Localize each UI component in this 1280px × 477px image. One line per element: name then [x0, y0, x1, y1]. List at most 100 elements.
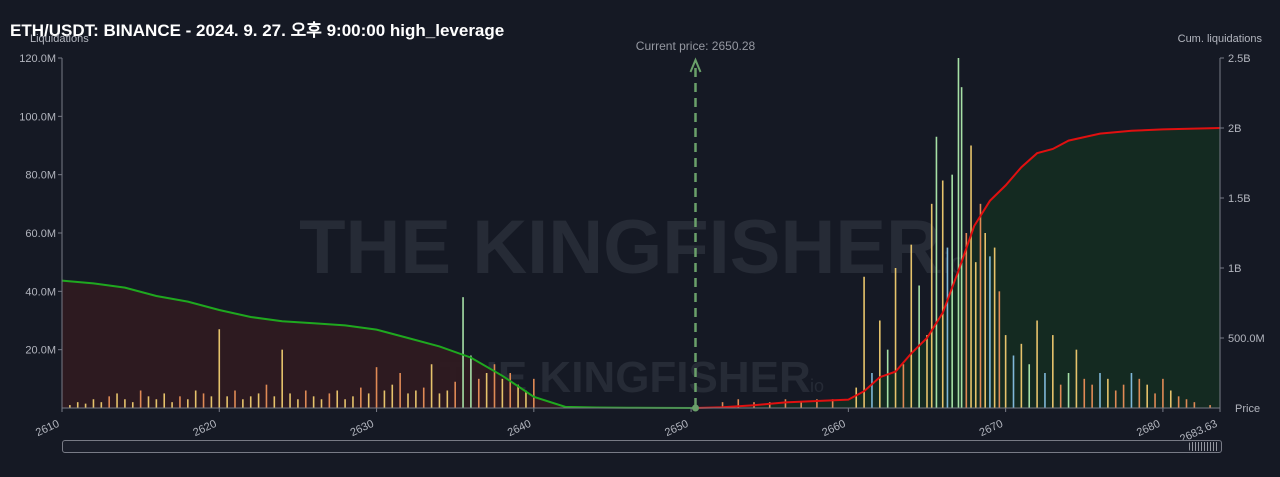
- liquidation-bar: [171, 402, 173, 408]
- liquidation-bar: [951, 174, 953, 408]
- liquidation-bar: [926, 335, 928, 408]
- liquidation-bar: [131, 402, 134, 408]
- liquidation-bar: [234, 390, 236, 408]
- liquidation-bar: [415, 390, 417, 408]
- x-tick-label: 2640: [506, 418, 533, 439]
- liquidation-bar: [970, 145, 972, 408]
- liquidation-bar: [1146, 384, 1148, 408]
- liquidation-bar: [1020, 343, 1023, 408]
- y-tick-label: 100.0M: [19, 111, 56, 123]
- liquidation-bar: [108, 396, 110, 408]
- liquidation-bar: [1052, 335, 1054, 408]
- liquidation-bar: [974, 262, 977, 408]
- y2-tick-label: 1.5B: [1228, 193, 1251, 205]
- liquidation-bar: [462, 297, 464, 408]
- liquidation-bar: [1036, 320, 1038, 408]
- liquidation-bar: [446, 390, 449, 408]
- x-tick-label: 2610: [34, 418, 61, 439]
- liquidation-bar: [163, 393, 166, 408]
- liquidation-bar: [485, 373, 488, 408]
- liquidation-bar: [517, 384, 519, 408]
- liquidation-bar: [312, 396, 315, 408]
- short-area: [62, 280, 696, 408]
- liquidation-bar: [930, 203, 933, 408]
- y-axis-title: Liquidations: [30, 33, 89, 45]
- liquidation-bar: [352, 396, 354, 408]
- liquidation-bar: [477, 378, 480, 408]
- y2-tick-label: 2B: [1228, 123, 1241, 135]
- liquidation-bar: [989, 256, 991, 408]
- liquidation-bar: [179, 396, 181, 408]
- liquidation-bar: [1012, 355, 1015, 408]
- liquidation-bar: [76, 402, 79, 408]
- liquidation-bar: [116, 393, 118, 408]
- cumulative-areas: [62, 128, 1220, 408]
- liquidation-bar: [1114, 390, 1117, 408]
- liquidation-bar: [430, 364, 433, 408]
- liquidation-bar: [1193, 402, 1196, 408]
- liquidation-bar: [226, 396, 228, 408]
- liquidation-bar: [879, 320, 881, 408]
- liquidation-bar: [784, 399, 787, 408]
- liquidation-bar: [367, 393, 370, 408]
- liquidation-bar: [383, 390, 386, 408]
- y-tick-label: 40.0M: [25, 286, 56, 298]
- liquidation-bar: [737, 399, 740, 408]
- liquidation-bar: [100, 402, 103, 408]
- current-price-dot: [691, 404, 699, 412]
- liquidation-bar: [360, 387, 362, 408]
- liquidation-bar: [210, 396, 213, 408]
- long-area: [695, 128, 1220, 408]
- liquidation-bar: [863, 276, 865, 408]
- x-tick-label: 2620: [191, 418, 218, 439]
- x-axis-title: Price: [1235, 403, 1260, 415]
- liquidation-bar: [935, 136, 938, 408]
- liquidation-bar: [1209, 405, 1211, 408]
- liquidation-bars: [69, 58, 1211, 409]
- watermark-text: THE KINGFISHER: [299, 205, 941, 290]
- liquidation-bar: [336, 390, 339, 408]
- liquidation-bar: [946, 247, 949, 408]
- liquidation-bar: [1122, 384, 1125, 408]
- y-tick-label: 80.0M: [25, 170, 56, 182]
- liquidation-bar: [1028, 364, 1031, 408]
- liquidation-bar: [910, 244, 913, 408]
- chart-title: ETH/USDT: BINANCE - 2024. 9. 27. 오후 9:00…: [10, 21, 505, 40]
- liquidation-bar: [344, 399, 346, 408]
- liquidation-bar: [407, 393, 409, 408]
- liquidation-bar: [328, 393, 331, 408]
- liquidation-bar: [941, 180, 944, 408]
- liquidation-bar: [155, 399, 158, 408]
- liquidation-bar: [984, 233, 986, 408]
- x-tick-label: 2660: [820, 418, 847, 439]
- liquidation-bar: [202, 393, 205, 408]
- cum-short-line: [61, 279, 696, 409]
- liquidation-bar: [979, 203, 982, 408]
- watermark-suffix-small: .io: [805, 376, 824, 396]
- liquidation-bar: [147, 396, 150, 408]
- liquidation-bar: [297, 399, 299, 408]
- liquidation-bar: [438, 393, 441, 408]
- y2-tick-label: 1B: [1228, 263, 1241, 275]
- liquidation-bar: [902, 364, 905, 408]
- liquidation-bar: [493, 364, 496, 408]
- liquidation-bar: [1067, 373, 1070, 408]
- liquidation-bar: [69, 405, 71, 408]
- liquidation-bar: [139, 390, 142, 408]
- x-tick-label: 2680: [1135, 418, 1162, 439]
- range-scrollbar[interactable]: [62, 440, 1222, 453]
- liquidation-bar: [1075, 349, 1078, 408]
- y-tick-label: 60.0M: [25, 228, 56, 240]
- y2-tick-label: 2.5B: [1228, 53, 1251, 65]
- scroll-handle[interactable]: [1189, 442, 1219, 451]
- current-price-marker: Current price: 2650.28: [636, 39, 756, 412]
- liquidation-bar: [1099, 373, 1101, 408]
- y2-axis-title: Cum. liquidations: [1178, 33, 1263, 45]
- liquidation-bar: [768, 402, 771, 408]
- liquidation-bar: [1004, 335, 1007, 408]
- liquidation-bar: [281, 349, 283, 408]
- liquidation-bar: [273, 396, 276, 408]
- liquidation-bar: [1091, 384, 1093, 408]
